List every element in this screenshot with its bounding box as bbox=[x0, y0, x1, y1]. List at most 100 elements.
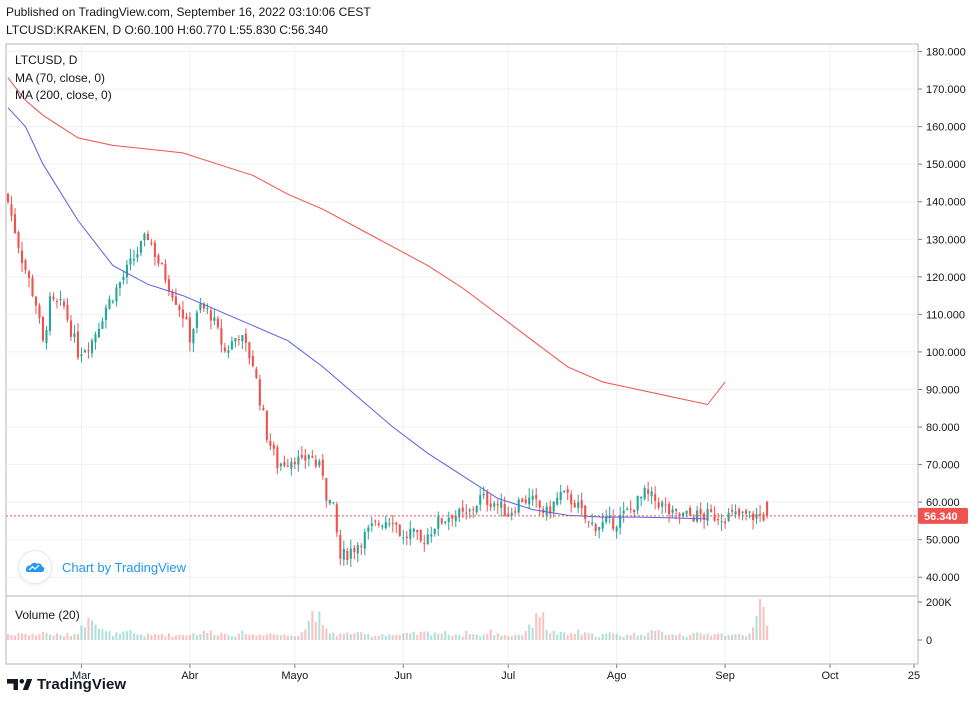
x-tick-label: 25 bbox=[908, 670, 920, 682]
volume-bar bbox=[503, 634, 506, 640]
volume-bar bbox=[73, 634, 76, 640]
volume-bar bbox=[150, 634, 153, 640]
volume-bar bbox=[27, 635, 31, 640]
candle-body bbox=[297, 456, 300, 465]
candle-body bbox=[594, 524, 597, 532]
volume-bar bbox=[752, 627, 755, 640]
candle-body bbox=[132, 258, 135, 261]
candle-body bbox=[664, 504, 667, 506]
candle-body bbox=[255, 368, 258, 378]
volume-bar bbox=[216, 635, 219, 640]
candle-body bbox=[13, 214, 17, 234]
candle-body bbox=[678, 513, 681, 517]
candle-body bbox=[493, 503, 496, 507]
volume-bar bbox=[160, 633, 163, 640]
volume-bar bbox=[286, 635, 289, 640]
candle-body bbox=[27, 271, 31, 278]
volume-bar bbox=[262, 635, 265, 640]
y-tick-label: 130.000 bbox=[926, 234, 966, 246]
candle-body bbox=[762, 514, 765, 521]
candle-body bbox=[353, 547, 356, 553]
volume-bar bbox=[510, 635, 513, 640]
candle-body bbox=[447, 517, 450, 522]
volume-bar bbox=[321, 624, 324, 640]
volume-bar bbox=[524, 631, 527, 640]
candle-body bbox=[566, 488, 569, 493]
volume-bar bbox=[31, 633, 34, 640]
volume-bar bbox=[433, 632, 436, 640]
volume-bar bbox=[94, 624, 97, 640]
candle-body bbox=[738, 509, 741, 516]
volume-bar bbox=[24, 634, 27, 640]
candle-body bbox=[31, 277, 34, 296]
legend-ma200: MA (200, close, 0) bbox=[15, 88, 112, 102]
candle-body bbox=[545, 506, 548, 516]
candle-body bbox=[360, 546, 363, 548]
legend-ma70: MA (70, close, 0) bbox=[15, 71, 106, 85]
volume-bar bbox=[521, 635, 524, 640]
candle-body bbox=[248, 342, 251, 359]
volume-bar bbox=[101, 629, 104, 640]
candle-body bbox=[202, 303, 205, 309]
volume-bar bbox=[118, 633, 121, 640]
volume-bar bbox=[458, 635, 461, 640]
candle-body bbox=[276, 447, 279, 469]
candle-body bbox=[24, 260, 27, 271]
candle-body bbox=[668, 503, 671, 515]
candle-body bbox=[430, 534, 433, 537]
y-tick-label: 160.000 bbox=[926, 122, 966, 134]
volume-bar bbox=[626, 634, 629, 640]
volume-bar bbox=[377, 635, 380, 640]
candle-body bbox=[283, 462, 286, 466]
candle-body bbox=[419, 530, 422, 541]
candle-body bbox=[402, 537, 405, 539]
volume-bar bbox=[248, 634, 251, 640]
candle-body bbox=[20, 250, 24, 263]
candle-body bbox=[286, 465, 289, 467]
candle-body bbox=[104, 307, 107, 320]
volume-bar bbox=[493, 635, 496, 640]
candle-body bbox=[6, 193, 10, 202]
volume-bar bbox=[269, 633, 272, 640]
candle-body bbox=[300, 454, 303, 458]
candle-body bbox=[206, 308, 209, 310]
volume-bar bbox=[227, 635, 230, 640]
candle-body bbox=[713, 514, 716, 521]
candle-body bbox=[584, 505, 587, 519]
volume-bar bbox=[419, 631, 422, 640]
volume-axis-label: 200K bbox=[926, 597, 952, 609]
volume-bar bbox=[748, 633, 751, 640]
candle-body bbox=[619, 515, 622, 528]
volume-bar bbox=[181, 635, 184, 640]
volume-bar bbox=[332, 632, 335, 640]
candle-body bbox=[528, 497, 531, 505]
volume-bar bbox=[580, 635, 583, 640]
candle-body bbox=[748, 511, 751, 513]
ma70-line bbox=[7, 107, 708, 520]
chart-watermark[interactable]: Chart by TradingView bbox=[19, 551, 186, 583]
volume-bar bbox=[167, 633, 170, 640]
candle-body bbox=[339, 535, 342, 559]
candle-body bbox=[342, 548, 345, 560]
volume-bar bbox=[678, 633, 681, 640]
volume-bar bbox=[188, 634, 191, 640]
candle-body bbox=[153, 242, 156, 258]
volume-bar bbox=[304, 629, 307, 640]
candle-body bbox=[633, 509, 636, 513]
candle-body bbox=[451, 515, 454, 519]
volume-bar bbox=[661, 631, 664, 640]
candle-body bbox=[661, 502, 664, 507]
candle-body bbox=[395, 522, 398, 525]
tradingview-logo-icon bbox=[7, 679, 33, 690]
tradingview-brand[interactable]: TradingView bbox=[7, 674, 126, 694]
candle-body bbox=[412, 528, 415, 532]
volume-bar bbox=[370, 636, 373, 640]
volume-bar bbox=[395, 635, 398, 640]
volume-bar bbox=[668, 634, 671, 640]
volume-bar bbox=[689, 634, 692, 640]
candle-body bbox=[626, 508, 629, 510]
candle-body bbox=[52, 296, 55, 299]
y-tick-label: 110.000 bbox=[926, 309, 965, 321]
candle-body bbox=[640, 496, 643, 499]
